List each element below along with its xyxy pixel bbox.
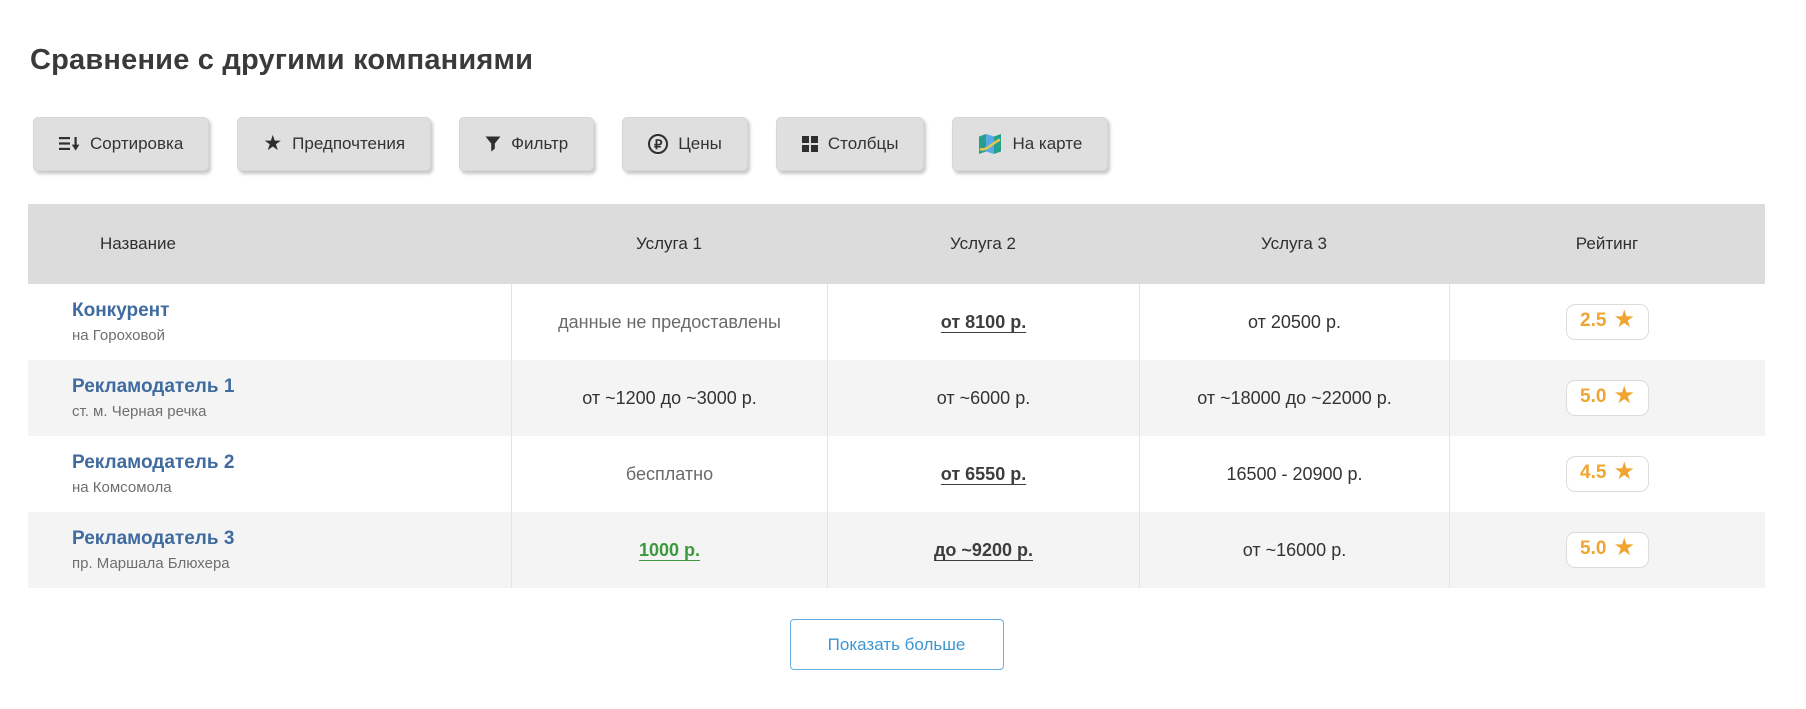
rating-value: 5.0 — [1580, 538, 1607, 559]
company-cell: Рекламодатель 2 на Комсомола — [28, 436, 511, 512]
map-button[interactable]: На карте — [952, 117, 1109, 171]
prices-button-label: Цены — [678, 134, 722, 153]
comparison-page: Сравнение с другими компаниями Сортировк… — [28, 44, 1765, 670]
comparison-table: Название Услуга 1 Услуга 2 Услуга 3 Рейт… — [28, 204, 1765, 588]
map-icon — [978, 133, 1002, 155]
service1-price-link[interactable]: 1000 р. — [638, 539, 701, 560]
table-header-row: Название Услуга 1 Услуга 2 Услуга 3 Рейт… — [28, 204, 1765, 284]
rating-badge[interactable]: 2.5 ★ — [1566, 304, 1649, 340]
service2-price-link[interactable]: от 6550 р. — [940, 463, 1027, 484]
filter-funnel-icon — [485, 136, 501, 152]
company-cell: Рекламодатель 1 ст. м. Черная речка — [28, 360, 511, 436]
columns-button-label: Столбцы — [827, 134, 899, 153]
rating-badge[interactable]: 5.0 ★ — [1566, 380, 1649, 416]
header-service1: Услуга 1 — [635, 234, 703, 253]
table-row: Рекламодатель 3 пр. Маршала Блюхера 1000… — [28, 512, 1765, 588]
service1-value: от ~1200 до ~3000 р. — [582, 387, 757, 408]
rating-badge[interactable]: 4.5 ★ — [1566, 456, 1649, 492]
star-icon: ★ — [263, 131, 283, 155]
company-cell: Конкурент на Гороховой — [28, 284, 511, 360]
table-row: Рекламодатель 1 ст. м. Черная речка от ~… — [28, 360, 1765, 436]
service3-value: от ~18000 до ~22000 р. — [1197, 387, 1392, 408]
filter-button-label: Фильтр — [511, 134, 569, 153]
show-more-button[interactable]: Показать больше — [789, 619, 1004, 670]
rating-badge[interactable]: 5.0 ★ — [1566, 532, 1649, 568]
service1-value: данные не предоставлены — [558, 311, 781, 332]
company-link[interactable]: Рекламодатель 3 — [72, 528, 235, 549]
footer: Показать больше — [28, 619, 1765, 670]
company-address: ст. м. Черная речка — [72, 403, 207, 420]
rating-value: 4.5 — [1580, 462, 1607, 483]
service1-value: бесплатно — [625, 463, 714, 484]
service2-price-link[interactable]: до ~9200 р. — [934, 539, 1033, 560]
rating-value: 2.5 — [1580, 310, 1607, 331]
company-link[interactable]: Рекламодатель 1 — [72, 376, 235, 397]
rating-star-icon: ★ — [1613, 382, 1635, 409]
service3-value: от 20500 р. — [1248, 311, 1341, 332]
company-link[interactable]: Рекламодатель 2 — [72, 452, 235, 473]
company-address: пр. Маршала Блюхера — [72, 555, 230, 572]
service2-price-link[interactable]: от 8100 р. — [940, 311, 1027, 332]
rating-star-icon: ★ — [1613, 306, 1635, 333]
sort-button[interactable]: Сортировка — [33, 117, 210, 171]
table-row: Рекламодатель 2 на Комсомола бесплатно о… — [28, 436, 1765, 512]
service2-value: от ~6000 р. — [936, 387, 1031, 408]
rating-star-icon: ★ — [1613, 458, 1635, 485]
header-service3: Услуга 3 — [1260, 234, 1328, 253]
company-address: на Гороховой — [72, 327, 165, 344]
header-name: Название — [100, 234, 176, 253]
page-title: Сравнение с другими компаниями — [30, 44, 534, 76]
filter-button[interactable]: Фильтр — [459, 117, 595, 171]
service3-value: 16500 - 20900 р. — [1226, 463, 1363, 484]
header-rating: Рейтинг — [1575, 234, 1639, 253]
preferences-button[interactable]: ★ Предпочтения — [237, 117, 432, 171]
company-cell: Рекламодатель 3 пр. Маршала Блюхера — [28, 512, 511, 588]
toolbar: Сортировка ★ Предпочтения Фильтр ₽ Цены — [33, 117, 1765, 171]
rating-value: 5.0 — [1580, 386, 1607, 407]
rating-star-icon: ★ — [1613, 534, 1635, 561]
table-row: Конкурент на Гороховой данные не предост… — [28, 284, 1765, 360]
columns-grid-icon — [801, 136, 818, 152]
sort-button-label: Сортировка — [90, 134, 184, 153]
header-service2: Услуга 2 — [949, 234, 1017, 253]
ruble-icon: ₽ — [648, 134, 669, 154]
prices-button[interactable]: ₽ Цены — [622, 117, 748, 171]
service3-value: от ~16000 р. — [1242, 539, 1347, 560]
company-address: на Комсомола — [72, 479, 172, 496]
columns-button[interactable]: Столбцы — [775, 117, 925, 171]
map-button-label: На карте — [1012, 134, 1083, 153]
preferences-button-label: Предпочтения — [292, 134, 406, 153]
company-link[interactable]: Конкурент — [72, 300, 170, 321]
sort-icon — [59, 136, 80, 152]
